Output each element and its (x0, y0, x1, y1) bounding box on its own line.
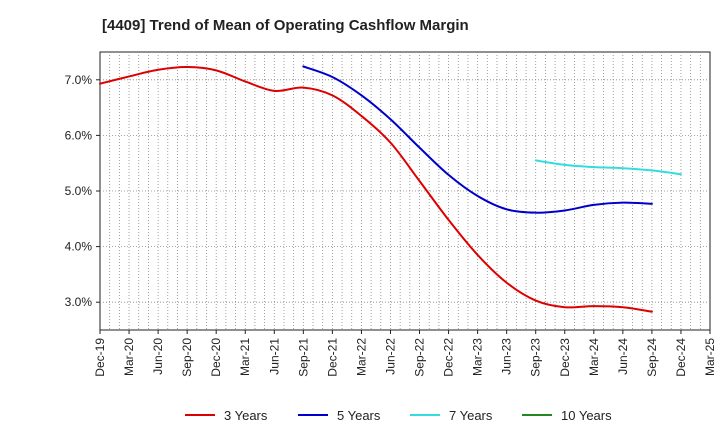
y-tick-label: 4.0% (65, 240, 93, 254)
chart-title: [4409] Trend of Mean of Operating Cashfl… (102, 17, 469, 34)
x-tick-label: Sep-24 (645, 338, 659, 377)
x-tick-label: Dec-19 (93, 338, 107, 377)
x-tick-label: Jun-23 (500, 338, 514, 375)
x-tick-label: Mar-25 (703, 338, 717, 376)
y-tick-label: 6.0% (65, 128, 93, 142)
x-tick-label: Sep-20 (180, 338, 194, 377)
legend-label-10-years: 10 Years (561, 408, 612, 423)
x-tick-label: Dec-21 (325, 338, 339, 377)
x-tick-label: Jun-22 (383, 338, 397, 375)
series-line-3-years (99, 66, 653, 313)
series-line-5-years (302, 65, 653, 214)
x-tick-label: Mar-24 (587, 338, 601, 376)
x-tick-label: Sep-21 (296, 338, 310, 377)
legend-label-3-years: 3 Years (224, 408, 268, 423)
x-tick-label: Mar-23 (471, 338, 485, 376)
y-axis-ticks: 3.0% 4.0% 5.0% 6.0% 7.0% (65, 73, 100, 309)
x-tick-label: Dec-23 (558, 338, 572, 377)
x-tick-label: Dec-20 (209, 338, 223, 377)
series-line-7-years (534, 159, 682, 176)
x-tick-label: Dec-22 (442, 338, 456, 377)
series-layer (99, 65, 682, 313)
y-tick-label: 7.0% (65, 73, 93, 87)
x-axis-ticks: Dec-19 Mar-20 Jun-20 Sep-20 Dec-20 Mar-21 Jun-… (93, 330, 717, 377)
x-tick-label: Jun-20 (151, 338, 165, 375)
x-tick-label: Mar-20 (122, 338, 136, 376)
legend-label-7-years: 7 Years (449, 408, 493, 423)
x-tick-label: Sep-23 (529, 338, 543, 377)
x-tick-label: Mar-22 (354, 338, 368, 376)
x-tick-label: Dec-24 (674, 338, 688, 377)
grid-lines (100, 52, 710, 330)
x-tick-label: Sep-22 (413, 338, 427, 377)
x-tick-label: Jun-24 (616, 338, 630, 375)
y-tick-label: 5.0% (65, 184, 93, 198)
x-tick-label: Jun-21 (267, 338, 281, 375)
y-tick-label: 3.0% (65, 295, 93, 309)
legend-label-5-years: 5 Years (337, 408, 381, 423)
legend: 3 Years 5 Years 7 Years 10 Years (185, 408, 612, 423)
x-tick-label: Mar-21 (238, 338, 252, 376)
plot-area (99, 51, 711, 331)
